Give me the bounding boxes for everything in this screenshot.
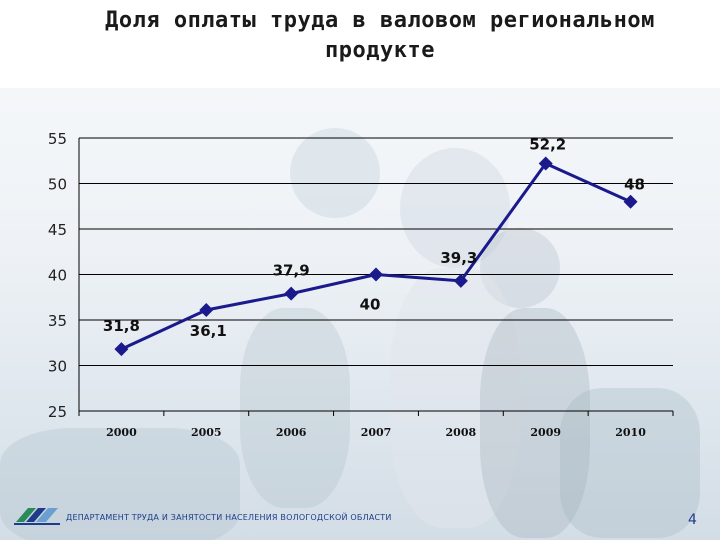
data-point-marker	[284, 286, 299, 301]
data-label: 48	[624, 176, 645, 194]
x-tick-label: 2007	[361, 426, 392, 439]
data-point-marker	[453, 273, 468, 288]
y-tick-label: 30	[48, 358, 67, 376]
y-tick-label: 45	[48, 221, 67, 239]
background-photo	[0, 88, 720, 540]
x-tick-label: 2010	[615, 426, 646, 439]
data-point-marker	[199, 302, 214, 317]
y-tick-label: 25	[48, 403, 67, 421]
data-label: 36,1	[190, 322, 227, 340]
x-tick-label: 2005	[191, 426, 222, 439]
page-title: Доля оплаты труда в валовом региональном…	[40, 6, 720, 66]
x-tick-label: 2006	[276, 426, 307, 439]
data-label: 40	[360, 296, 381, 314]
page-title-line2: продукте	[325, 38, 435, 63]
x-tick-label: 2008	[446, 426, 477, 439]
data-label: 52,2	[529, 135, 566, 153]
data-point-marker	[623, 194, 638, 209]
x-tick-label: 2000	[106, 426, 137, 439]
y-tick-label: 35	[48, 312, 67, 330]
footer-organization: ДЕПАРТАМЕНТ ТРУДА И ЗАНЯТОСТИ НАСЕЛЕНИЯ …	[66, 513, 392, 522]
data-point-marker	[369, 267, 383, 282]
x-tick-label: 2009	[530, 426, 561, 439]
data-label: 37,9	[273, 262, 310, 280]
y-tick-label: 55	[48, 130, 67, 148]
data-label: 31,8	[103, 317, 140, 335]
y-tick-label: 40	[48, 267, 67, 285]
page-number: 4	[688, 512, 697, 528]
data-label: 39,3	[440, 249, 477, 267]
department-logo	[14, 508, 60, 525]
data-point-marker	[538, 156, 553, 171]
data-point-marker	[114, 342, 129, 357]
page-title-line1: Доля оплаты труда в валовом региональном	[105, 8, 655, 33]
y-tick-label: 50	[48, 176, 67, 194]
title-band: Доля оплаты труда в валовом региональном…	[0, 0, 720, 88]
